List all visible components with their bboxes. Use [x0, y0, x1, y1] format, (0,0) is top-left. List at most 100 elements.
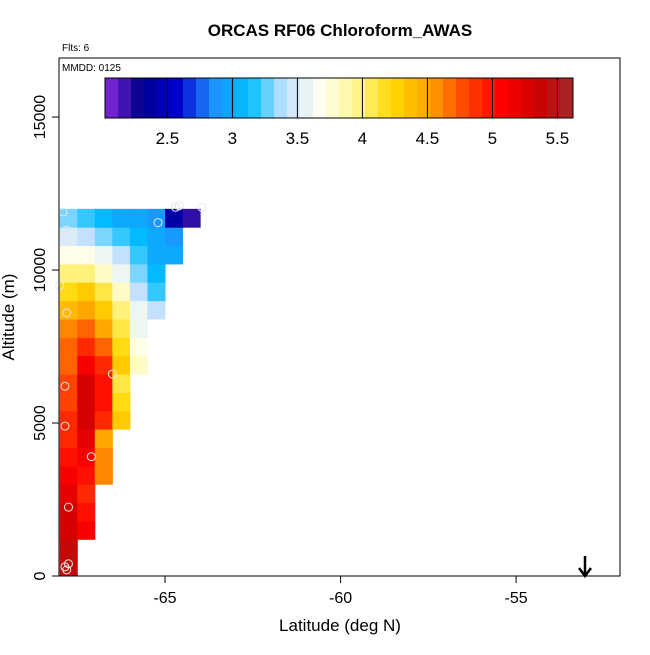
cell [94, 208, 113, 228]
cell [129, 318, 148, 338]
colorbar-tick-label: 2.5 [156, 129, 180, 148]
cell [112, 337, 131, 357]
observation-point [174, 201, 184, 211]
cell [59, 263, 78, 283]
cell [165, 227, 184, 247]
colorbar-block [196, 78, 210, 118]
colorbar-block [547, 78, 561, 118]
annotation: Flts: 6 [62, 43, 90, 54]
colorbar-block [274, 78, 288, 118]
cell [94, 245, 113, 265]
observation-point [153, 218, 163, 228]
observation-point [197, 202, 207, 212]
colorbar-frame [104, 77, 574, 119]
colorbar-tick-label: 4 [358, 129, 367, 148]
cell [59, 502, 78, 522]
colorbar-block [118, 78, 132, 118]
colorbar-block [209, 78, 223, 118]
colorbar-block [430, 78, 444, 118]
cell [59, 392, 78, 412]
cell [94, 318, 113, 338]
cell [77, 263, 96, 283]
colorbar-block [391, 78, 405, 118]
cell [94, 300, 113, 320]
cell [129, 355, 148, 375]
cell [59, 318, 78, 338]
cell [94, 392, 113, 412]
colorbar-block [326, 78, 340, 118]
cell [147, 208, 166, 228]
cell [112, 227, 131, 247]
colorbar-block [495, 78, 509, 118]
colorbar-block [365, 78, 379, 118]
colorbar: 2.5 3 3.5 4 4.5 5 5.5 [104, 77, 574, 148]
cell [94, 465, 113, 485]
cell [77, 465, 96, 485]
cell [77, 208, 96, 228]
cell [94, 429, 113, 448]
colorbar-block [235, 78, 249, 118]
cell [182, 208, 201, 228]
colorbar-tick-label: 3 [228, 129, 237, 148]
y-tick-label: 5000 [32, 405, 49, 441]
cell [112, 300, 131, 320]
cell [165, 208, 184, 228]
colorbar-block [508, 78, 522, 118]
observation-point [60, 381, 70, 391]
cell [77, 337, 96, 357]
cell [129, 282, 148, 302]
cell [112, 392, 131, 412]
cell [59, 355, 78, 375]
colorbar-block [313, 78, 327, 118]
colorbar-tick-label: 4.5 [416, 129, 440, 148]
cell [94, 263, 113, 283]
cell [112, 355, 131, 375]
cell [77, 520, 96, 540]
colorbar-block [482, 78, 496, 118]
colorbar-block [157, 78, 171, 118]
cell [59, 484, 78, 504]
arrow [578, 556, 592, 579]
cell [112, 374, 131, 393]
colorbar-block [183, 78, 197, 118]
cell [59, 208, 78, 228]
colorbar-block [300, 78, 314, 118]
plot-frame [58, 57, 621, 577]
cell [77, 374, 96, 393]
colorbar-block [287, 78, 301, 118]
cell [59, 282, 78, 302]
colorbar-block [352, 78, 366, 118]
cell [77, 502, 96, 522]
cell [129, 263, 148, 283]
x-tick-label: -65 [153, 590, 176, 607]
colorbar-block [456, 78, 470, 118]
colorbar-block [534, 78, 548, 118]
x-tick-label: -55 [505, 590, 528, 607]
heatmap [59, 208, 201, 577]
cell [77, 410, 96, 430]
colorbar-block [131, 78, 145, 118]
cell [147, 227, 166, 247]
colorbar-block [521, 78, 535, 118]
colorbar-block [417, 78, 431, 118]
cell [59, 447, 78, 467]
cell [112, 208, 131, 228]
cell [112, 318, 131, 338]
observation-point [86, 452, 96, 462]
colorbar-block [261, 78, 275, 118]
cell [129, 227, 148, 247]
cell [59, 300, 78, 320]
cell [147, 245, 166, 265]
cell [165, 245, 184, 265]
colorbar-tick-label: 5 [488, 129, 497, 148]
colorbar-block [404, 78, 418, 118]
cell [94, 355, 113, 375]
cell [129, 337, 148, 357]
cell [77, 392, 96, 412]
cell [94, 282, 113, 302]
cell [94, 374, 113, 393]
cell [147, 282, 166, 302]
cell [77, 245, 96, 265]
cell [94, 337, 113, 357]
